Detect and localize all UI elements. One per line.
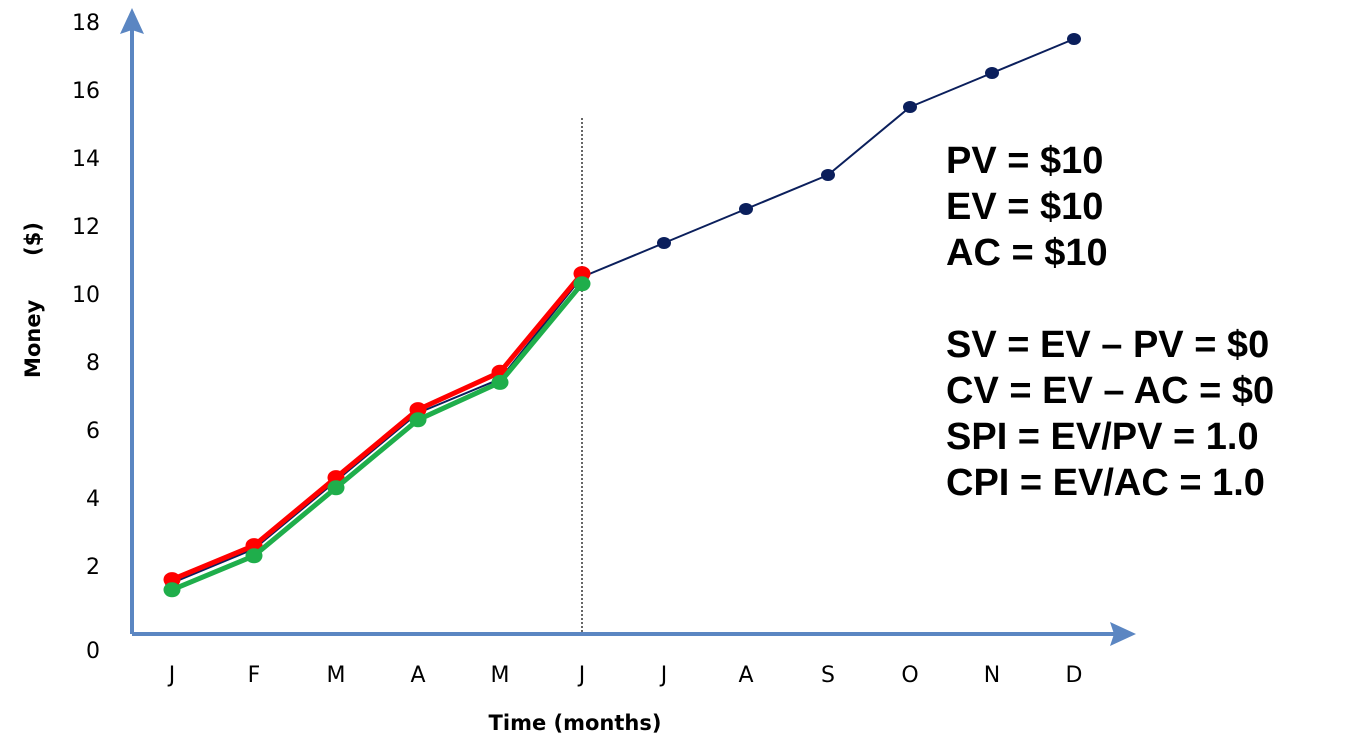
- x-tick-label: J: [167, 663, 176, 688]
- y-tick-label: 2: [86, 555, 100, 580]
- y-tick-label: 16: [72, 79, 100, 104]
- y-tick-label: 14: [72, 147, 100, 172]
- pv-metric: PV = $10: [946, 140, 1104, 182]
- y-axis-arrowhead: [120, 8, 144, 34]
- cpi-metric: CPI = EV/AC = 1.0: [946, 462, 1265, 504]
- x-tick-label: M: [491, 663, 510, 688]
- series-point: [245, 548, 263, 564]
- series-line: [171, 38, 1075, 584]
- x-tick-label: A: [410, 663, 425, 688]
- y-tick-label: 8: [86, 351, 100, 376]
- y-tick-label: 6: [86, 419, 100, 444]
- series-point: [657, 237, 671, 249]
- series-point: [985, 67, 999, 79]
- series-point: [573, 276, 591, 292]
- x-axis-arrowhead: [1110, 622, 1136, 646]
- series-point: [409, 412, 427, 428]
- y-tick-label: 12: [72, 215, 100, 240]
- x-tick-label: A: [738, 663, 753, 688]
- x-tick-label: S: [821, 663, 835, 688]
- y-tick-label: 10: [72, 283, 100, 308]
- series-point: [739, 203, 753, 215]
- y-tick-label: 4: [86, 487, 100, 512]
- series-point: [821, 169, 835, 181]
- series-point: [491, 374, 509, 390]
- y-tick-label: 0: [86, 639, 100, 664]
- axes-layer: [120, 8, 1136, 646]
- ticks-layer: 0 2 4 6 8 10 12 14 16 18 J F M A M J J A S O N D: [72, 11, 1082, 688]
- metrics-panel: PV = $10 EV = $10 AC = $10 SV = EV – PV …: [946, 138, 1274, 506]
- x-tick-label: N: [984, 663, 1000, 688]
- x-axis-title: Time (months): [489, 711, 662, 735]
- y-tick-label: 18: [72, 11, 100, 36]
- ac-metric: AC = $10: [946, 232, 1108, 274]
- x-tick-label: J: [577, 663, 586, 688]
- series-line: [171, 272, 584, 582]
- sv-metric: SV = EV – PV = $0: [946, 324, 1270, 366]
- ev-metric: EV = $10: [946, 186, 1104, 228]
- x-tick-label: O: [901, 663, 918, 688]
- series-layer: [163, 33, 1081, 598]
- x-tick-label: F: [248, 663, 261, 688]
- x-tick-label: D: [1066, 663, 1083, 688]
- series-point: [1067, 33, 1081, 45]
- y-axis-title: Money ($): [21, 222, 45, 378]
- spi-metric: SPI = EV/PV = 1.0: [946, 416, 1259, 458]
- metrics-spacer: [946, 276, 1274, 322]
- series-line: [171, 282, 584, 593]
- x-tick-label: M: [327, 663, 346, 688]
- series-point: [163, 582, 181, 598]
- series-point: [327, 480, 345, 496]
- x-tick-label: J: [659, 663, 668, 688]
- cv-metric: CV = EV – AC = $0: [946, 370, 1275, 412]
- series-point: [903, 101, 917, 113]
